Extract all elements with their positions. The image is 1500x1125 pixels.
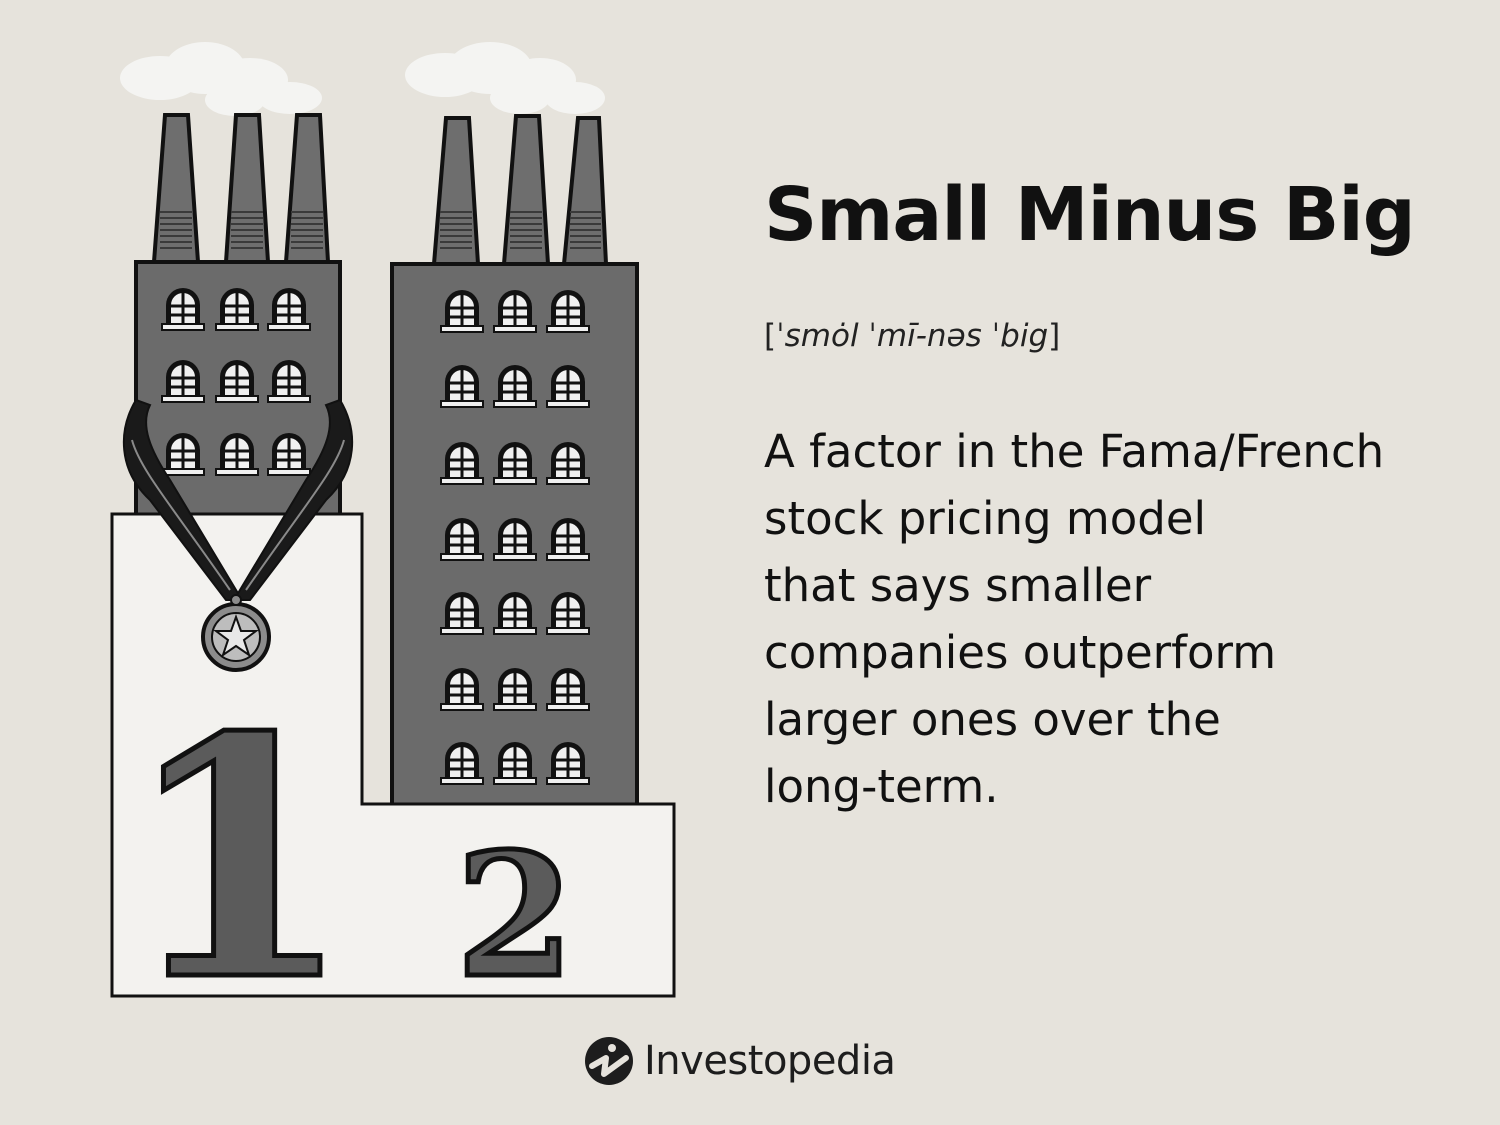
definition-line: stock pricing model	[764, 492, 1207, 545]
big-factory-windows	[440, 290, 590, 785]
smoke-clouds-right	[405, 42, 605, 114]
definition-line: larger ones over the	[764, 693, 1221, 746]
factory-window	[440, 365, 484, 408]
pronunciation: [ˈsmȯl ˈmī-nəs ˈbig]	[764, 318, 1060, 354]
small-factory-windows	[161, 288, 311, 476]
definition-line: A factor in the Fama/French	[764, 425, 1385, 478]
factory-window	[267, 288, 311, 331]
factory-window	[161, 288, 205, 331]
chimneys-small-factory	[151, 113, 331, 264]
factory-window	[493, 592, 537, 635]
medal-icon	[201, 594, 271, 672]
factory-window	[440, 592, 484, 635]
factory-window	[161, 360, 205, 403]
brand-footer: Investopedia	[584, 1036, 896, 1086]
factory-window	[546, 668, 590, 711]
factory-window	[440, 668, 484, 711]
factory-window	[546, 518, 590, 561]
smoke-clouds-left	[120, 42, 322, 116]
brand-name: Investopedia	[644, 1038, 896, 1084]
factory-window	[440, 742, 484, 785]
pronunciation-text: ˈsmȯl ˈmī-nəs ˈbig	[776, 318, 1049, 354]
definition-line: companies outperform	[764, 626, 1277, 679]
factory-window	[215, 433, 259, 476]
factory-window	[267, 360, 311, 403]
podium-illustration: 1 2	[110, 42, 676, 1020]
medal-ribbon-highlights	[131, 439, 345, 591]
factory-window	[493, 742, 537, 785]
factory-window	[440, 442, 484, 485]
definition-line: long-term.	[764, 760, 999, 813]
first-place-number: 1	[123, 665, 353, 1020]
factory-window	[493, 365, 537, 408]
factory-window	[546, 742, 590, 785]
pronunciation-close-bracket: ]	[1048, 318, 1061, 354]
factory-window	[267, 433, 311, 476]
second-place-number: 2	[456, 816, 574, 1016]
factory-window	[215, 360, 259, 403]
factory-window	[493, 668, 537, 711]
definition-line: that says smaller	[764, 559, 1152, 612]
pronunciation-open-bracket: [	[764, 318, 777, 354]
definition-text: A factor in the Fama/French stock pricin…	[764, 418, 1384, 820]
factory-window	[493, 442, 537, 485]
page-title: Small Minus Big	[764, 172, 1416, 258]
factory-window	[493, 518, 537, 561]
factory-window	[546, 365, 590, 408]
factory-window	[493, 290, 537, 333]
factory-window	[546, 442, 590, 485]
factory-window	[440, 518, 484, 561]
factory-window	[440, 290, 484, 333]
factory-window	[546, 290, 590, 333]
factory-window	[546, 592, 590, 635]
factory-window	[215, 288, 259, 331]
investopedia-logo-icon	[585, 1037, 633, 1085]
